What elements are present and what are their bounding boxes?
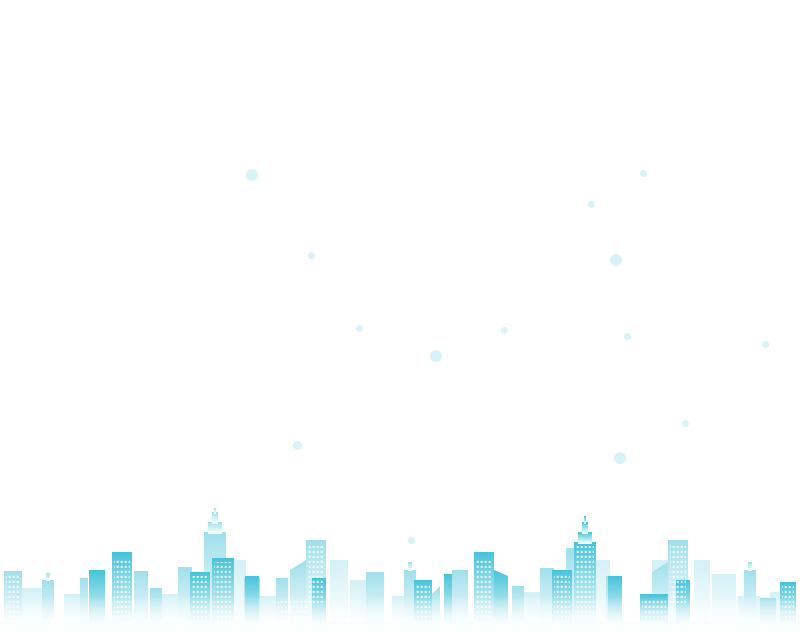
- floating-dot-icon: [501, 327, 508, 334]
- floating-dot-icon: [588, 201, 595, 208]
- floating-dot-icon: [308, 252, 315, 259]
- floating-dot-icon: [610, 254, 622, 266]
- floating-dot-icon: [762, 341, 769, 348]
- floating-dot-icon: [682, 420, 689, 427]
- floating-dot-icon: [408, 537, 415, 544]
- floating-dot-icon: [246, 169, 258, 181]
- floating-dot-icon: [356, 325, 363, 332]
- city-skyline-icon: [0, 508, 800, 632]
- floating-dot-icon: [614, 452, 626, 464]
- floating-dot-icon: [293, 441, 302, 450]
- floating-dot-icon: [624, 333, 631, 340]
- floating-dot-icon: [430, 350, 442, 362]
- floating-dot-icon: [640, 170, 647, 177]
